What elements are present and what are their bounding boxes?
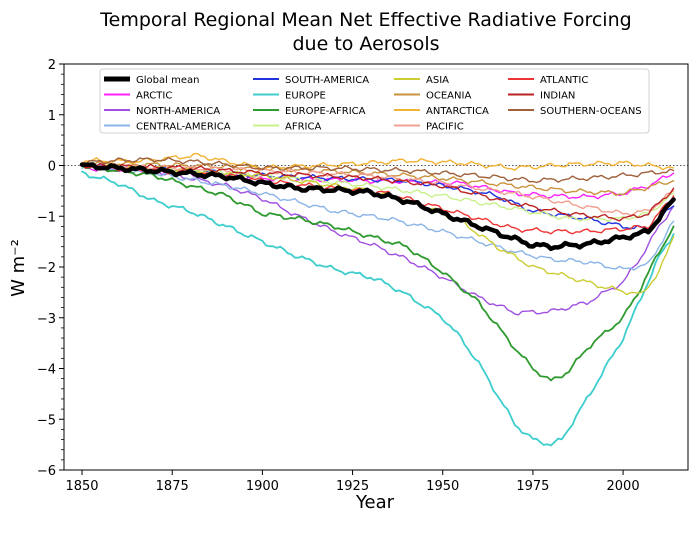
series-line-indian	[81, 162, 675, 222]
y-tick-label--5: −5	[37, 413, 56, 428]
legend-entry-north-america: NORTH-AMERICA	[136, 106, 220, 117]
series-line-antarctica	[81, 152, 675, 171]
legend-entry-global-mean: Global mean	[136, 75, 199, 86]
legend-entry-africa: AFRICA	[285, 122, 321, 133]
series-line-southern-oceans	[81, 156, 675, 184]
x-tick-label-1875: 1875	[156, 479, 189, 494]
legend-entry-indian: INDIAN	[540, 91, 575, 102]
series-line-oceania	[81, 160, 675, 197]
legend-entry-europe-africa: EUROPE-AFRICA	[285, 106, 366, 117]
series-line-north-america	[81, 163, 675, 316]
legend-entry-atlantic: ATLANTIC	[540, 75, 588, 86]
plot-area: 1850 1875 1900 1925 1950 1975 2000 −6 −5 −4 −3 −2 −1…	[37, 58, 689, 494]
legend-entry-arctic: ARCTIC	[136, 91, 172, 102]
legend-entry-asia: ASIA	[426, 75, 449, 86]
legend-entry-pacific: PACIFIC	[426, 122, 464, 133]
series-line-central-america	[81, 164, 675, 271]
x-axis-label: Year	[355, 492, 395, 513]
legend: Global mean ARCTIC NORTH-AMERICA CENTRAL-AM…	[99, 68, 650, 134]
y-tick-label--3: −3	[37, 312, 56, 327]
series-line-europe-africa	[81, 164, 675, 382]
y-tick-label--1: −1	[37, 210, 56, 225]
series-line-europe	[81, 170, 675, 447]
y-axis-label: W m⁻²	[8, 239, 29, 297]
legend-entry-southern-oceans: SOUTHERN-OCEANS	[540, 106, 642, 117]
y-tick-label--2: −2	[37, 261, 56, 276]
legend-entry-central-america: CENTRAL-AMERICA	[136, 122, 231, 133]
y-tick-label-1: 1	[48, 109, 56, 124]
y-tick-label--6: −6	[37, 464, 56, 479]
chart-title-line1: Temporal Regional Mean Net Effective Rad…	[99, 9, 631, 31]
legend-entry-south-america: SOUTH-AMERICA	[285, 75, 369, 86]
legend-entry-antarctica: ANTARCTICA	[426, 106, 489, 117]
legend-entry-oceania: OCEANIA	[426, 91, 471, 102]
x-tick-label-1850: 1850	[65, 479, 98, 494]
x-tick-label-1900: 1900	[246, 479, 279, 494]
chart-title-line2: due to Aerosols	[292, 33, 439, 55]
x-tick-label-1925: 1925	[336, 479, 369, 494]
legend-entry-europe: EUROPE	[285, 91, 326, 102]
series-line-atlantic	[81, 162, 675, 235]
x-tick-label-2000: 2000	[607, 479, 640, 494]
legend-box	[99, 68, 650, 134]
y-tick-label-2: 2	[48, 58, 56, 73]
y-tick-label--4: −4	[37, 363, 56, 378]
y-tick-label-0: 0	[48, 160, 56, 175]
series-line-global-mean	[79, 162, 676, 252]
series-line-pacific	[81, 162, 675, 217]
x-tick-label-1975: 1975	[516, 479, 549, 494]
x-tick-label-1950: 1950	[426, 479, 459, 494]
